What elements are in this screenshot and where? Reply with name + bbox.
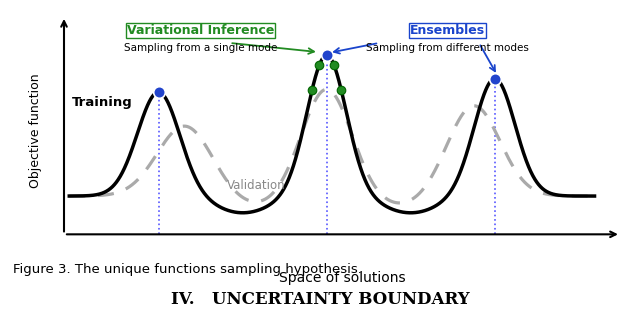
Text: Ensembles: Ensembles — [410, 24, 485, 37]
Text: Sampling from different modes: Sampling from different modes — [366, 43, 529, 53]
Text: Validation: Validation — [227, 179, 285, 192]
Text: Training: Training — [72, 96, 132, 108]
Text: Figure 3. The unique functions sampling hypothesis.: Figure 3. The unique functions sampling … — [13, 263, 362, 276]
Point — [307, 88, 317, 93]
Point — [314, 63, 324, 68]
Point — [321, 53, 332, 58]
Text: Objective function: Objective function — [29, 73, 42, 187]
Text: Variational Inference: Variational Inference — [127, 24, 275, 37]
Text: IV.   UNCERTAINTY BOUNDARY: IV. UNCERTAINTY BOUNDARY — [171, 291, 469, 308]
Point — [336, 88, 346, 93]
Point — [154, 90, 164, 95]
Text: Sampling from a single mode: Sampling from a single mode — [124, 43, 277, 53]
Point — [329, 63, 339, 68]
Text: Space of solutions: Space of solutions — [279, 271, 406, 285]
Point — [490, 76, 500, 81]
